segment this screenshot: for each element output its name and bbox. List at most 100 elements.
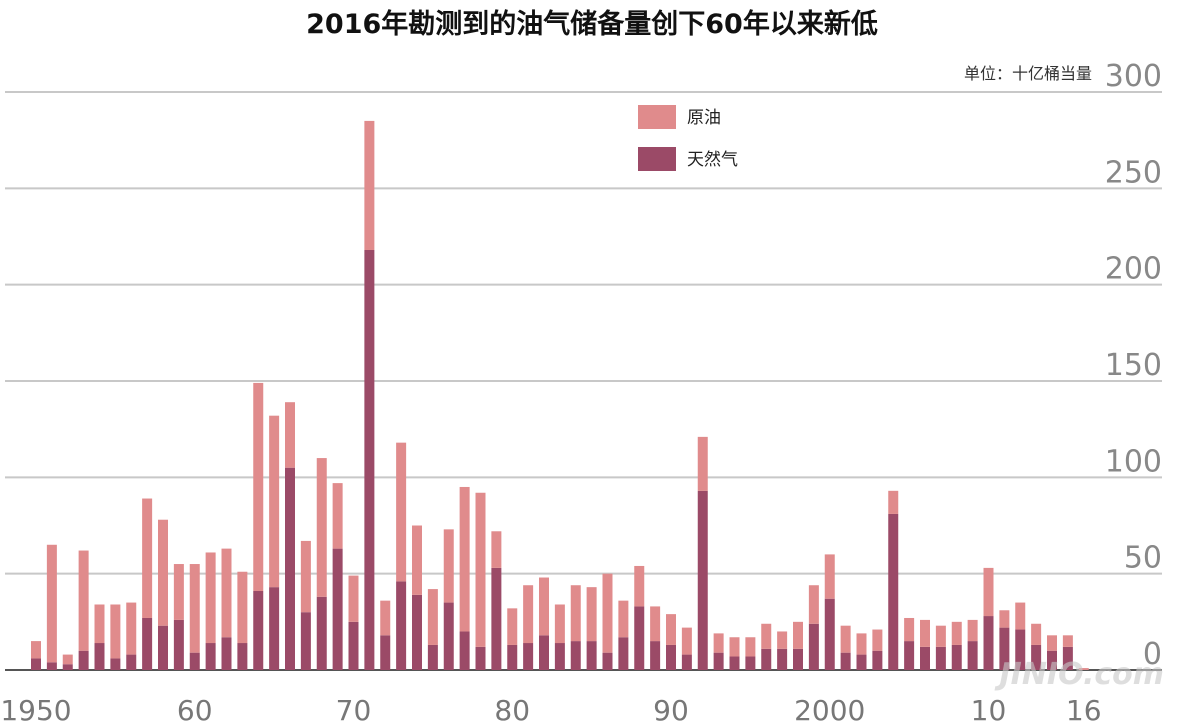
- bar-crude-oil-1997: [777, 631, 788, 649]
- bar-natural-gas-1955: [110, 658, 121, 670]
- bar-natural-gas-1989: [650, 641, 661, 670]
- bar-crude-oil-2016: [1078, 668, 1089, 670]
- bar-crude-oil-1970: [348, 575, 359, 622]
- y-tick-label: 300: [1105, 59, 1162, 94]
- bar-crude-oil-1981: [523, 585, 534, 644]
- bar-crude-oil-1976: [443, 529, 454, 603]
- bar-natural-gas-1962: [221, 637, 232, 670]
- bar-natural-gas-1952: [62, 664, 73, 670]
- bar-natural-gas-1990: [666, 644, 676, 670]
- bar-natural-gas-1985: [586, 641, 597, 670]
- bar-crude-oil-1989: [650, 606, 661, 642]
- bar-natural-gas-2012: [1015, 629, 1026, 670]
- bar-natural-gas-1953: [78, 650, 89, 670]
- legend-swatch-crude-oil: [638, 105, 676, 129]
- y-tick-label: 0: [1143, 637, 1162, 672]
- bar-crude-oil-1965: [269, 415, 280, 588]
- bar-crude-oil-2003: [872, 629, 883, 651]
- bar-natural-gas-1980: [507, 644, 518, 670]
- bar-natural-gas-1958: [158, 625, 168, 670]
- bar-crude-oil-1956: [126, 602, 137, 655]
- bar-natural-gas-1974: [412, 594, 422, 670]
- bar-natural-gas-1982: [539, 635, 549, 670]
- bar-crude-oil-1954: [94, 604, 105, 644]
- bar-crude-oil-1958: [158, 519, 168, 626]
- bar-natural-gas-1991: [681, 654, 692, 670]
- chart-title: 2016年勘测到的油气储备量创下60年以来新低: [306, 9, 878, 40]
- legend-label-natural-gas: 天然气: [687, 150, 738, 170]
- bar-natural-gas-1984: [570, 641, 581, 670]
- bar-natural-gas-1957: [142, 617, 153, 670]
- bar-crude-oil-1987: [618, 600, 629, 638]
- bar-crude-oil-1967: [300, 540, 311, 613]
- bar-natural-gas-1997: [777, 648, 788, 670]
- unit-label: 单位：十亿桶当量: [963, 64, 1092, 83]
- bar-crude-oil-1993: [713, 633, 724, 653]
- bar-natural-gas-2008: [951, 644, 962, 670]
- bar-crude-oil-1979: [491, 531, 502, 568]
- bar-natural-gas-1986: [602, 652, 613, 670]
- bar-crude-oil-2006: [920, 619, 930, 647]
- bar-crude-oil-2007: [935, 625, 946, 647]
- bar-natural-gas-2014: [1047, 650, 1057, 670]
- bar-crude-oil-1969: [332, 483, 343, 549]
- bar-natural-gas-1995: [745, 656, 756, 670]
- bar-natural-gas-1961: [205, 643, 216, 670]
- bar-natural-gas-2007: [935, 646, 946, 670]
- bar-natural-gas-1999: [808, 623, 819, 670]
- x-tick-label: 70: [336, 694, 372, 727]
- bar-crude-oil-2000: [824, 554, 835, 599]
- bar-crude-oil-2010: [983, 567, 994, 617]
- x-tick-label: 80: [494, 694, 530, 727]
- bar-natural-gas-1971: [364, 249, 375, 670]
- legend-label-crude-oil: 原油: [687, 108, 721, 128]
- bar-crude-oil-2001: [840, 625, 851, 653]
- bar-natural-gas-1965: [269, 587, 280, 670]
- bar-crude-oil-1973: [396, 442, 407, 582]
- bar-natural-gas-1992: [697, 490, 708, 670]
- bar-crude-oil-2008: [951, 621, 962, 645]
- bar-natural-gas-1987: [618, 637, 629, 670]
- x-tick-label: 90: [653, 694, 689, 727]
- bar-crude-oil-1991: [681, 627, 692, 655]
- bar-crude-oil-1996: [761, 623, 772, 649]
- bar-natural-gas-1963: [237, 643, 248, 670]
- bar-crude-oil-2014: [1047, 635, 1057, 651]
- legend: 原油 天然气: [638, 105, 738, 171]
- bar-crude-oil-1951: [46, 544, 57, 663]
- bar-natural-gas-2006: [920, 646, 930, 670]
- bar-crude-oil-1966: [285, 402, 295, 468]
- bar-crude-oil-2002: [856, 633, 867, 655]
- bar-crude-oil-2011: [999, 610, 1010, 628]
- x-tick-label: 1950: [0, 694, 71, 727]
- bar-natural-gas-2005: [904, 641, 915, 670]
- x-tick-label: 2000: [794, 694, 865, 727]
- bar-crude-oil-1990: [666, 614, 676, 645]
- x-tick-labels: 1950 60 70 80 90 2000 10 16: [0, 694, 1101, 727]
- bar-natural-gas-2003: [872, 650, 883, 670]
- bar-natural-gas-1976: [443, 602, 454, 670]
- x-tick-label: 16: [1066, 694, 1102, 727]
- bar-crude-oil-1972: [380, 600, 391, 636]
- bar-natural-gas-1969: [332, 548, 343, 670]
- bar-crude-oil-1999: [808, 585, 819, 624]
- bar-crude-oil-1971: [364, 120, 375, 250]
- bar-natural-gas-2015: [1062, 646, 1073, 670]
- bar-natural-gas-1994: [729, 656, 740, 670]
- bar-crude-oil-1985: [586, 587, 597, 642]
- bar-natural-gas-1972: [380, 635, 391, 670]
- bar-crude-oil-1998: [793, 621, 803, 649]
- bar-crude-oil-1975: [427, 589, 438, 645]
- bar-natural-gas-1968: [316, 596, 327, 670]
- bar-natural-gas-1996: [761, 648, 772, 670]
- bar-natural-gas-1954: [94, 643, 105, 670]
- bar-crude-oil-1960: [189, 564, 200, 653]
- bar-natural-gas-2000: [824, 598, 835, 670]
- bar-natural-gas-1978: [475, 646, 486, 670]
- bar-crude-oil-2012: [1015, 602, 1026, 630]
- y-tick-label: 200: [1105, 252, 1162, 287]
- bar-crude-oil-1988: [634, 565, 645, 607]
- bar-natural-gas-1950: [31, 658, 41, 670]
- bar-natural-gas-2002: [856, 654, 867, 670]
